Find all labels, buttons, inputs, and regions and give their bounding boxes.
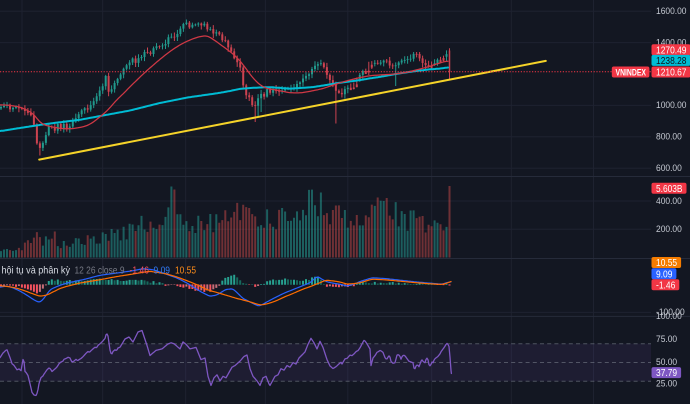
svg-text:400.00: 400.00	[656, 196, 682, 207]
svg-text:-1.46: -1.46	[130, 265, 150, 277]
svg-text:9.09: 9.09	[154, 265, 171, 277]
svg-text:200.00: 200.00	[656, 224, 682, 235]
svg-text:-1.46: -1.46	[656, 280, 676, 291]
svg-text:1210.67: 1210.67	[656, 68, 687, 79]
svg-text:VNINDEX: VNINDEX	[616, 67, 647, 77]
svg-text:1238.28: 1238.28	[656, 56, 687, 67]
svg-text:25.00: 25.00	[656, 379, 677, 390]
svg-text:1000.00: 1000.00	[656, 100, 687, 111]
svg-text:10.55: 10.55	[175, 265, 196, 277]
svg-text:600.00: 600.00	[656, 163, 682, 174]
svg-text:hội tụ và phân kỳ: hội tụ và phân kỳ	[2, 265, 71, 277]
svg-text:50.00: 50.00	[656, 357, 677, 368]
svg-text:75.00: 75.00	[656, 334, 677, 345]
svg-text:1600.00: 1600.00	[656, 6, 687, 17]
svg-text:1400.00: 1400.00	[656, 37, 687, 48]
svg-text:5.603B: 5.603B	[656, 184, 683, 195]
svg-text:-100.00: -100.00	[656, 307, 685, 318]
svg-text:1270.49: 1270.49	[656, 45, 687, 56]
svg-text:800.00: 800.00	[656, 132, 682, 143]
svg-text:37.79: 37.79	[656, 368, 677, 379]
svg-text:10.55: 10.55	[656, 258, 677, 269]
svg-text:9.09: 9.09	[656, 269, 673, 280]
svg-text:100.00: 100.00	[656, 311, 682, 322]
svg-text:12 26 close 9: 12 26 close 9	[75, 265, 125, 277]
